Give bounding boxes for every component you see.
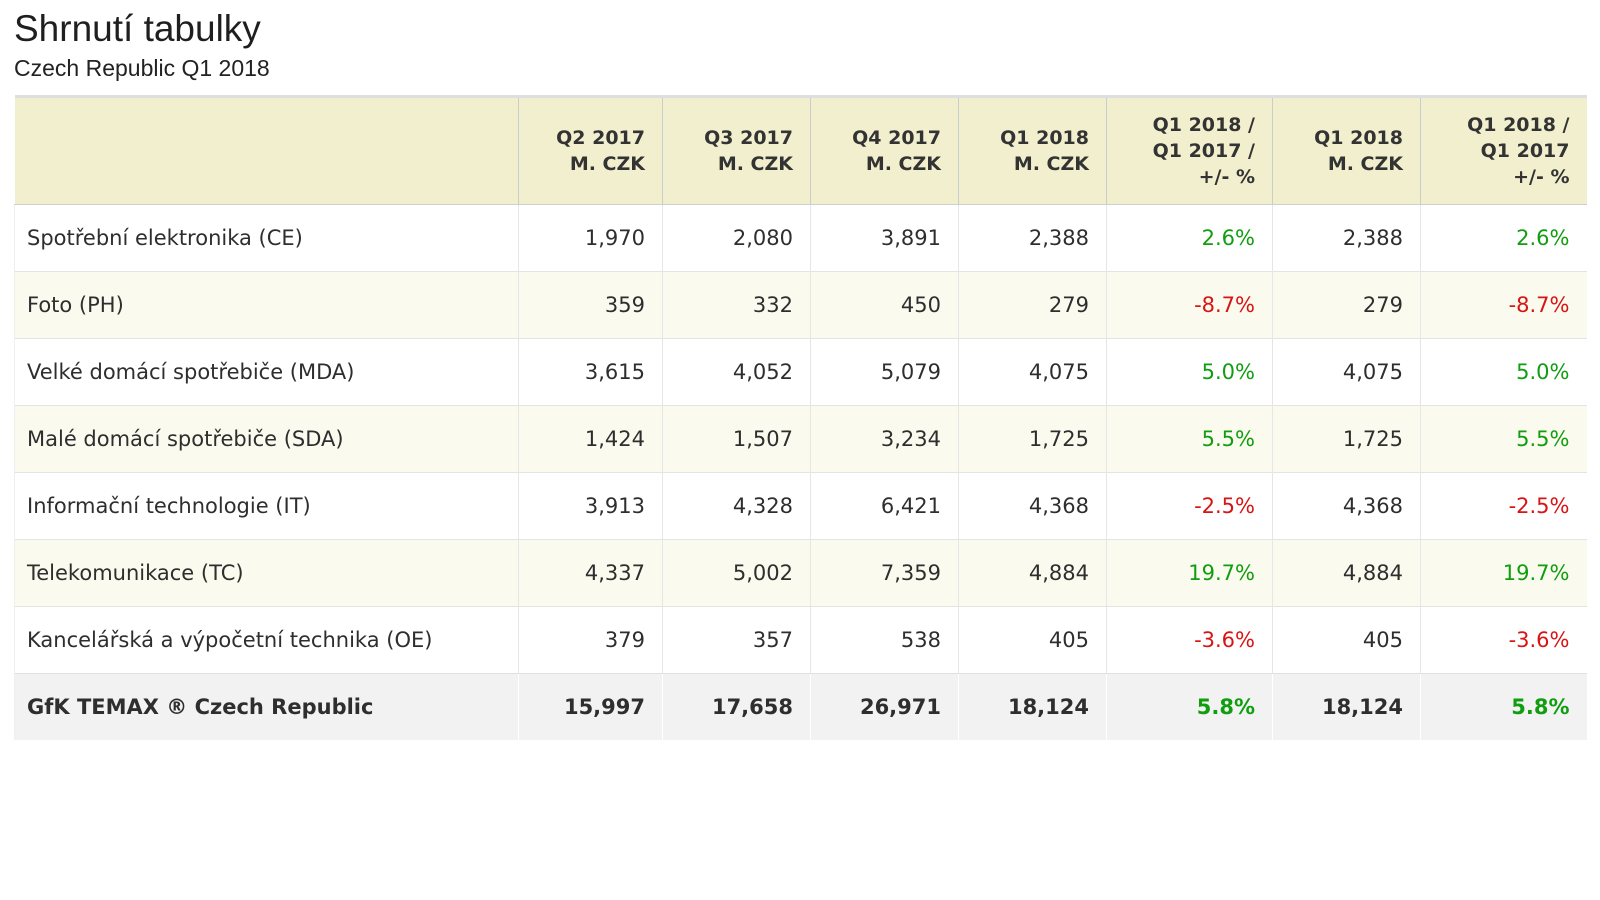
- table-row-tc: Telekomunikace (TC) 4,337 5,002 7,359 4,…: [14, 539, 1587, 607]
- cell-category: Telekomunikace (TC): [14, 539, 519, 607]
- cell-q1-2018: 279: [958, 271, 1107, 339]
- header-q1-change-pct-repeat: Q1 2018 / Q1 2017 +/- %: [1420, 96, 1587, 206]
- table-header: Q2 2017 M. CZK Q3 2017 M. CZK Q4 2017 M.…: [14, 96, 1587, 206]
- cell-q1-change-pct-repeat: 5.0%: [1420, 338, 1587, 406]
- cell-total-q2-2017: 15,997: [518, 673, 663, 741]
- cell-q4-2017: 450: [810, 271, 959, 339]
- cell-q4-2017: 5,079: [810, 338, 959, 406]
- cell-q1-change-pct: 2.6%: [1106, 204, 1273, 272]
- table-row-mda: Velké domácí spotřebiče (MDA) 3,615 4,05…: [14, 338, 1587, 406]
- cell-q4-2017: 6,421: [810, 472, 959, 540]
- cell-q1-2018-repeat: 405: [1272, 606, 1421, 674]
- cell-q2-2017: 1,970: [518, 204, 663, 272]
- cell-q1-change-pct-repeat: -2.5%: [1420, 472, 1587, 540]
- cell-q1-change-pct: 5.5%: [1106, 405, 1273, 473]
- cell-q1-2018-repeat: 4,368: [1272, 472, 1421, 540]
- cell-q3-2017: 4,328: [662, 472, 811, 540]
- cell-q1-change-pct: 5.0%: [1106, 338, 1273, 406]
- cell-q4-2017: 538: [810, 606, 959, 674]
- cell-q1-2018: 4,368: [958, 472, 1107, 540]
- cell-q1-2018: 4,884: [958, 539, 1107, 607]
- cell-q1-2018-repeat: 4,075: [1272, 338, 1421, 406]
- table-row-oe: Kancelářská a výpočetní technika (OE) 37…: [14, 606, 1587, 674]
- cell-q1-change-pct: -8.7%: [1106, 271, 1273, 339]
- page-title: Shrnutí tabulky: [14, 8, 261, 49]
- cell-q2-2017: 3,913: [518, 472, 663, 540]
- cell-q1-change-pct: 19.7%: [1106, 539, 1273, 607]
- cell-q2-2017: 359: [518, 271, 663, 339]
- table-row-sda: Malé domácí spotřebiče (SDA) 1,424 1,507…: [14, 405, 1587, 473]
- cell-q4-2017: 3,891: [810, 204, 959, 272]
- report-page: Shrnutí tabulky Czech Republic Q1 2018 Q…: [14, 8, 1587, 741]
- page-subtitle: Czech Republic Q1 2018: [14, 55, 270, 82]
- header-category: [14, 96, 519, 206]
- header-q1-change-pct: Q1 2018 / Q1 2017 / +/- %: [1106, 96, 1273, 206]
- cell-category: Spotřební elektronika (CE): [14, 204, 519, 272]
- cell-total-q4-2017: 26,971: [810, 673, 959, 741]
- cell-q1-change-pct-repeat: 5.5%: [1420, 405, 1587, 473]
- summary-table: Q2 2017 M. CZK Q3 2017 M. CZK Q4 2017 M.…: [14, 95, 1587, 741]
- cell-q3-2017: 5,002: [662, 539, 811, 607]
- cell-q3-2017: 1,507: [662, 405, 811, 473]
- cell-q2-2017: 379: [518, 606, 663, 674]
- cell-q4-2017: 3,234: [810, 405, 959, 473]
- cell-q2-2017: 4,337: [518, 539, 663, 607]
- cell-category: Velké domácí spotřebiče (MDA): [14, 338, 519, 406]
- cell-q1-2018: 405: [958, 606, 1107, 674]
- cell-q1-change-pct-repeat: -3.6%: [1420, 606, 1587, 674]
- header-q3-2017: Q3 2017 M. CZK: [662, 96, 811, 206]
- cell-total-q3-2017: 17,658: [662, 673, 811, 741]
- cell-q3-2017: 357: [662, 606, 811, 674]
- cell-category: Malé domácí spotřebiče (SDA): [14, 405, 519, 473]
- table-body: Spotřební elektronika (CE) 1,970 2,080 3…: [14, 204, 1587, 741]
- cell-q1-2018: 2,388: [958, 204, 1107, 272]
- cell-category: Foto (PH): [14, 271, 519, 339]
- cell-total-q1-2018-repeat: 18,124: [1272, 673, 1421, 741]
- cell-total-q1-change-pct-repeat: 5.8%: [1420, 673, 1587, 741]
- cell-q1-2018: 4,075: [958, 338, 1107, 406]
- cell-q3-2017: 332: [662, 271, 811, 339]
- cell-category: Kancelářská a výpočetní technika (OE): [14, 606, 519, 674]
- cell-total-q1-2018: 18,124: [958, 673, 1107, 741]
- cell-q1-2018-repeat: 2,388: [1272, 204, 1421, 272]
- cell-q1-change-pct-repeat: 2.6%: [1420, 204, 1587, 272]
- header-q4-2017: Q4 2017 M. CZK: [810, 96, 959, 206]
- cell-q1-2018-repeat: 1,725: [1272, 405, 1421, 473]
- header-q1-2018: Q1 2018 M. CZK: [958, 96, 1107, 206]
- cell-q3-2017: 4,052: [662, 338, 811, 406]
- cell-q3-2017: 2,080: [662, 204, 811, 272]
- cell-q1-2018: 1,725: [958, 405, 1107, 473]
- cell-category: Informační technologie (IT): [14, 472, 519, 540]
- cell-total-q1-change-pct: 5.8%: [1106, 673, 1273, 741]
- cell-q1-2018-repeat: 279: [1272, 271, 1421, 339]
- cell-total-label: GfK TEMAX ® Czech Republic: [14, 673, 519, 741]
- cell-q1-change-pct-repeat: 19.7%: [1420, 539, 1587, 607]
- header-q1-2018-repeat: Q1 2018 M. CZK: [1272, 96, 1421, 206]
- table-total-row: GfK TEMAX ® Czech Republic 15,997 17,658…: [14, 673, 1587, 741]
- table-row-ce: Spotřební elektronika (CE) 1,970 2,080 3…: [14, 204, 1587, 272]
- header-q2-2017: Q2 2017 M. CZK: [518, 96, 663, 206]
- table-row-ph: Foto (PH) 359 332 450 279 -8.7% 279 -8.7…: [14, 271, 1587, 339]
- cell-q4-2017: 7,359: [810, 539, 959, 607]
- cell-q1-change-pct: -3.6%: [1106, 606, 1273, 674]
- cell-q1-change-pct: -2.5%: [1106, 472, 1273, 540]
- cell-q2-2017: 1,424: [518, 405, 663, 473]
- cell-q1-change-pct-repeat: -8.7%: [1420, 271, 1587, 339]
- header-row: Q2 2017 M. CZK Q3 2017 M. CZK Q4 2017 M.…: [14, 96, 1587, 206]
- table-row-it: Informační technologie (IT) 3,913 4,328 …: [14, 472, 1587, 540]
- cell-q1-2018-repeat: 4,884: [1272, 539, 1421, 607]
- cell-q2-2017: 3,615: [518, 338, 663, 406]
